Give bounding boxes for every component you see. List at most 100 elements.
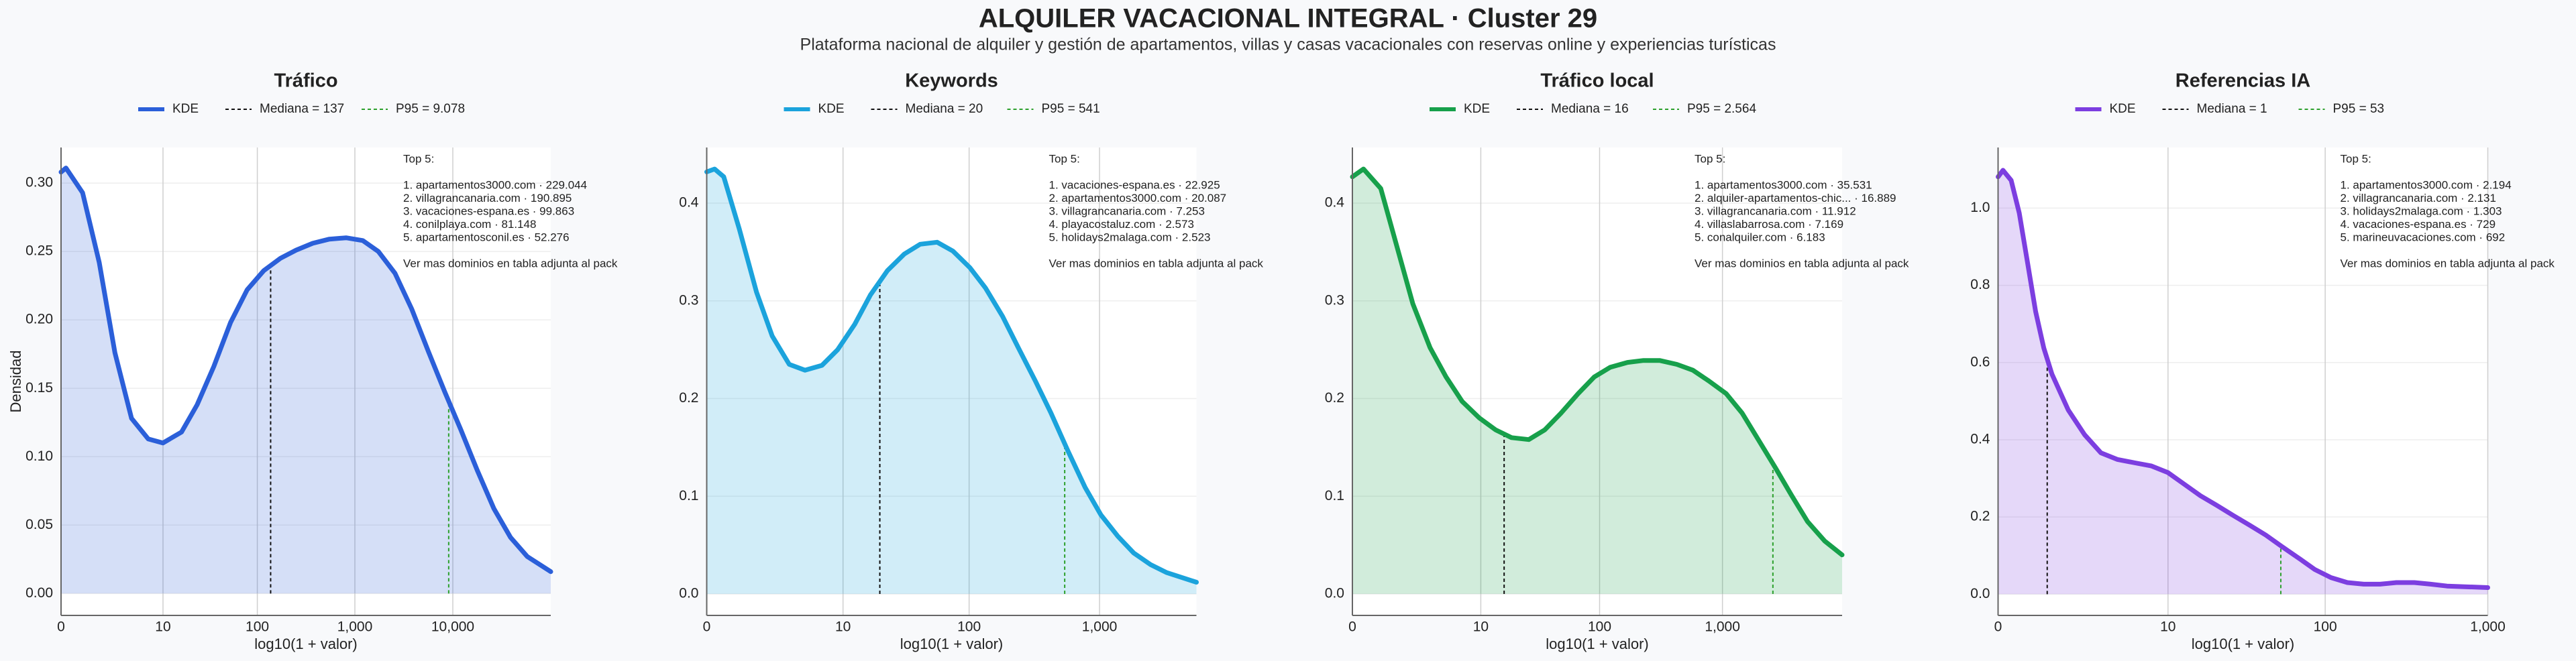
x-tick-label: 1,000 (337, 619, 373, 635)
annotation-title: Top 5: (403, 152, 434, 165)
annotation-line: 3. holidays2malaga.com · 1.303 (2341, 204, 2502, 217)
kde-line (1350, 166, 1845, 558)
plot-area (1352, 147, 1842, 615)
annotation-line: 2. villagrancanaria.com · 190.895 (403, 192, 572, 204)
y-tick-label: 0.0 (679, 585, 698, 601)
annotation-line: 5. apartamentosconil.es · 52.276 (403, 231, 570, 243)
x-tick-label: 1,000 (1082, 619, 1118, 635)
legend-label: Mediana = 1 (2197, 102, 2267, 116)
annotation-line: 5. marineuvacaciones.com · 692 (2341, 231, 2506, 243)
annotation-line: 3. villagrancanaria.com · 11.912 (1695, 204, 1856, 217)
x-tick-label: 100 (957, 619, 981, 635)
x-tick-label: 0 (1348, 619, 1356, 635)
legend-label: KDE (2110, 102, 2136, 116)
x-tick-label: 1,000 (2470, 619, 2506, 635)
annotation-line: 3. vacaciones-espana.es · 99.863 (403, 204, 574, 217)
y-tick-label: 0.6 (1970, 354, 1990, 369)
legend-label: P95 = 53 (2333, 102, 2385, 116)
y-tick-label: 0.00 (25, 585, 53, 601)
kde-fill (1352, 169, 1842, 594)
legend-label: Mediana = 137 (260, 102, 344, 116)
y-tick-label: 0.4 (679, 195, 699, 211)
annotation-line: 2. alquiler-apartamentos-chic... · 16.88… (1695, 192, 1896, 204)
x-axis-label: log10(1 + valor) (1546, 636, 1648, 652)
y-tick-label: 0.05 (25, 517, 53, 532)
annotation-line: 5. conalquiler.com · 6.183 (1695, 231, 1825, 243)
kde-line (1996, 168, 2490, 590)
annotation-note: Ver mas dominios en tabla adjunta al pac… (2341, 257, 2555, 269)
annotation-note: Ver mas dominios en tabla adjunta al pac… (1049, 257, 1264, 269)
annotation-line: 5. holidays2malaga.com · 2.523 (1049, 231, 1211, 243)
y-axis-label: Densidad (7, 351, 24, 413)
y-tick-label: 0.0 (1325, 585, 1344, 601)
annotation-note: Ver mas dominios en tabla adjunta al pac… (1695, 257, 1909, 269)
y-tick-label: 0.0 (1970, 586, 1990, 601)
legend-label: P95 = 2.564 (1687, 102, 1756, 116)
legend-label: P95 = 9.078 (396, 102, 465, 116)
y-tick-label: 0.3 (679, 292, 698, 308)
y-tick-label: 0.2 (679, 390, 698, 406)
annotation-line: 1. apartamentos3000.com · 2.194 (2341, 178, 2512, 191)
y-tick-label: 0.2 (1325, 390, 1344, 406)
annotation-note: Ver mas dominios en tabla adjunta al pac… (403, 257, 618, 269)
annotation-line: 4. vacaciones-espana.es · 729 (2341, 218, 2496, 231)
y-tick-label: 0.10 (25, 448, 53, 464)
y-tick-label: 0.4 (1325, 195, 1345, 211)
annotation-line: 4. playacostaluz.com · 2.573 (1049, 218, 1194, 231)
plot-area (61, 147, 551, 615)
y-tick-label: 0.8 (1970, 277, 1990, 292)
x-tick-label: 10 (835, 619, 851, 635)
y-tick-label: 0.1 (1325, 488, 1344, 503)
x-tick-label: 100 (246, 619, 269, 635)
x-tick-label: 10 (1473, 619, 1489, 635)
y-tick-label: 0.20 (25, 312, 53, 327)
x-tick-label: 1,000 (1705, 619, 1740, 635)
page-subtitle: Plataforma nacional de alquiler y gestió… (800, 36, 1776, 54)
legend-label: P95 = 541 (1042, 102, 1100, 116)
x-tick-label: 0 (57, 619, 65, 635)
y-tick-label: 0.15 (25, 380, 53, 396)
y-tick-label: 0.1 (679, 488, 698, 503)
x-tick-label: 0 (1994, 619, 2002, 635)
y-tick-label: 0.2 (1970, 509, 1990, 524)
plot-area (706, 147, 1197, 615)
annotation-line: 2. villagrancanaria.com · 2.131 (2341, 192, 2496, 204)
x-tick-label: 0 (703, 619, 711, 635)
legend-label: KDE (818, 102, 845, 116)
x-tick-label: 100 (1588, 619, 1611, 635)
panel-title: Referencias IA (2176, 70, 2311, 92)
y-tick-label: 0.3 (1325, 292, 1344, 308)
annotation-line: 1. apartamentos3000.com · 35.531 (1695, 178, 1872, 191)
x-axis-label: log10(1 + valor) (2192, 636, 2294, 652)
panel-title: Keywords (905, 70, 998, 92)
y-tick-label: 1.0 (1970, 200, 1990, 215)
y-tick-label: 0.25 (25, 243, 53, 259)
legend-label: Mediana = 20 (906, 102, 983, 116)
page-title: ALQUILER VACACIONAL INTEGRAL · Cluster 2… (979, 4, 1597, 34)
kde-fill (1998, 170, 2488, 595)
panel-title: Tráfico local (1540, 70, 1654, 92)
annotation-line: 4. villaslabarrosa.com · 7.169 (1695, 218, 1843, 231)
y-tick-label: 0.4 (1970, 432, 1990, 447)
annotation-title: Top 5: (2341, 152, 2371, 165)
kde-line (704, 166, 1199, 585)
kde-fill (706, 169, 1197, 594)
annotation-title: Top 5: (1049, 152, 1080, 165)
kde-fill (61, 168, 551, 594)
x-tick-label: 10,000 (431, 619, 474, 635)
annotation-title: Top 5: (1695, 152, 1725, 165)
x-tick-label: 10 (155, 619, 170, 635)
x-tick-label: 100 (2314, 619, 2337, 635)
legend-label: KDE (1464, 102, 1490, 116)
annotation-line: 1. vacaciones-espana.es · 22.925 (1049, 178, 1220, 191)
panel-title: Tráfico (274, 70, 337, 92)
legend-label: KDE (172, 102, 199, 116)
kde-line (58, 166, 553, 575)
y-tick-label: 0.30 (25, 175, 53, 190)
annotation-line: 4. conilplaya.com · 81.148 (403, 218, 536, 231)
legend-label: Mediana = 16 (1551, 102, 1629, 116)
plot-area (1998, 147, 2488, 615)
x-axis-label: log10(1 + valor) (254, 636, 357, 652)
